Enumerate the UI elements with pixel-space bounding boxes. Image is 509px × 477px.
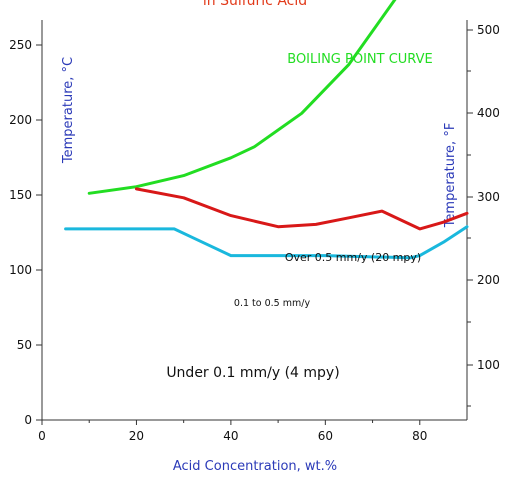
left-tick-label: 100 bbox=[9, 263, 32, 277]
tick-labels: 0 20 40 60 80 0 50 100 150 200 250 100 200 300 400 500 bbox=[9, 23, 500, 443]
mid-rate-boundary-line bbox=[64, 225, 469, 260]
tick-marks bbox=[36, 29, 473, 425]
x-tick-label: 80 bbox=[412, 429, 427, 443]
left-tick-label: 150 bbox=[9, 188, 32, 202]
right-tick-label: 200 bbox=[477, 273, 500, 287]
x-axis-title: Acid Concentration, wt.% bbox=[173, 459, 337, 474]
left-tick-label: 200 bbox=[9, 113, 32, 127]
right-tick-label: 300 bbox=[477, 190, 500, 204]
x-tick-label: 60 bbox=[318, 429, 333, 443]
left-tick-label: 250 bbox=[9, 38, 32, 52]
boiling-point-line bbox=[87, 0, 397, 195]
right-axis-title: Temperature, °F bbox=[443, 123, 458, 229]
boiling-point-label: BOILING POINT CURVE bbox=[287, 52, 433, 67]
right-tick-label: 100 bbox=[477, 358, 500, 372]
chart-title: in Sulfuric Acid bbox=[203, 0, 307, 9]
x-tick-label: 0 bbox=[38, 429, 46, 443]
left-axis-title: Temperature, °C bbox=[61, 57, 76, 164]
left-tick-label: 0 bbox=[24, 413, 32, 427]
x-tick-label: 20 bbox=[129, 429, 144, 443]
right-tick-label: 400 bbox=[477, 106, 500, 120]
left-tick-label: 50 bbox=[17, 338, 32, 352]
mid-rate-label: 0.1 to 0.5 mm/y bbox=[234, 298, 311, 309]
under-rate-label: Under 0.1 mm/y (4 mpy) bbox=[166, 365, 339, 381]
right-tick-label: 500 bbox=[477, 23, 500, 37]
over-rate-label: Over 0.5 mm/y (20 mpy) bbox=[285, 251, 421, 264]
axes bbox=[41, 20, 468, 421]
x-tick-label: 40 bbox=[223, 429, 238, 443]
series-layer bbox=[64, 0, 469, 260]
over-rate-boundary-line bbox=[134, 187, 469, 231]
